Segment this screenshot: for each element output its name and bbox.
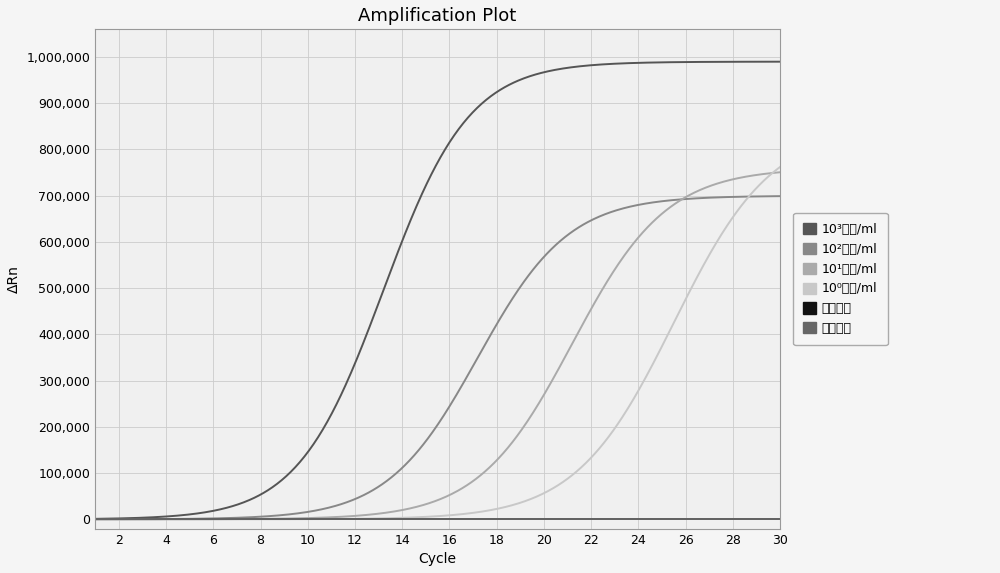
Legend: 10³个菌/ml, 10²个菌/ml, 10¹个菌/ml, 10⁰个菌/ml, 阴性对照, 阳性对照: 10³个菌/ml, 10²个菌/ml, 10¹个菌/ml, 10⁰个菌/ml, … (793, 213, 888, 345)
X-axis label: Cycle: Cycle (419, 552, 457, 566)
Y-axis label: ΔRn: ΔRn (7, 265, 21, 293)
Title: Amplification Plot: Amplification Plot (358, 7, 517, 25)
